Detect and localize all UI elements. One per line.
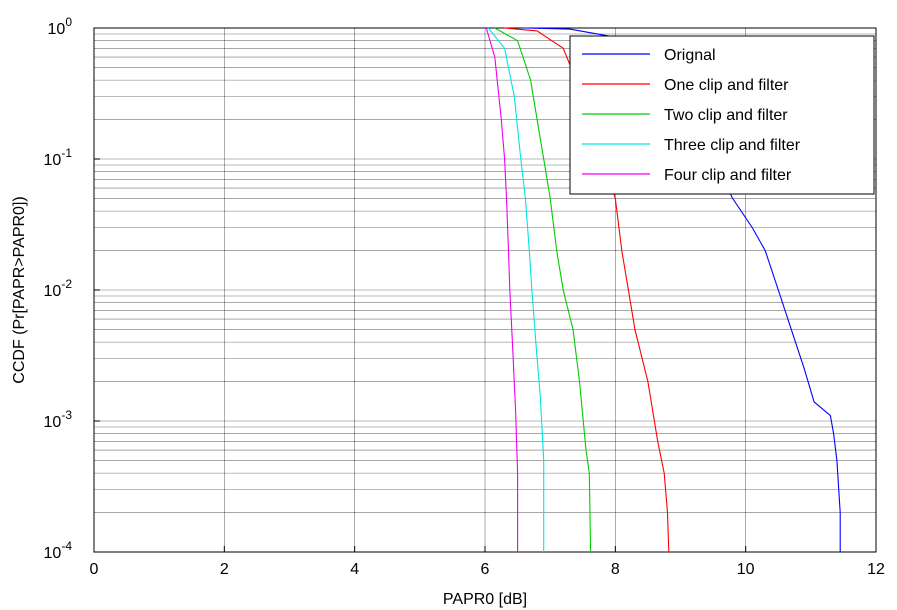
legend-label: Two clip and filter <box>664 107 788 124</box>
legend-label: Three clip and filter <box>664 137 801 154</box>
series-line-4 <box>487 27 545 552</box>
y-tick-label: 10-2 <box>44 277 73 300</box>
y-tick-label: 10-1 <box>44 146 73 169</box>
y-tick-label: 10-3 <box>44 408 73 431</box>
legend-label: Orignal <box>664 47 716 64</box>
x-tick-label: 0 <box>90 561 99 578</box>
series-line-5 <box>485 27 519 552</box>
x-axis: 0 2 4 6 8 10 12 <box>90 546 885 578</box>
y-tick-label: 100 <box>48 15 73 38</box>
x-tick-label: 2 <box>220 561 229 578</box>
y-axis-label: CCDF (Pr[PAPR>PAPR0]) <box>11 196 28 383</box>
x-tick-label: 10 <box>737 561 755 578</box>
series-line-3 <box>494 27 592 553</box>
x-tick-label: 6 <box>481 561 490 578</box>
y-tick-label: 10-4 <box>44 539 73 562</box>
legend: Orignal One clip and filter Two clip and f… <box>569 35 875 195</box>
legend-box <box>569 35 875 195</box>
x-tick-label: 12 <box>867 561 885 578</box>
x-axis-label: PAPR0 [dB] <box>443 591 527 608</box>
x-tick-label: 8 <box>611 561 620 578</box>
y-axis: 100 10-1 10-2 10-3 10-4 <box>44 15 100 562</box>
legend-label: Four clip and filter <box>664 167 792 184</box>
legend-label: One clip and filter <box>664 77 789 94</box>
x-tick-label: 4 <box>350 561 359 578</box>
